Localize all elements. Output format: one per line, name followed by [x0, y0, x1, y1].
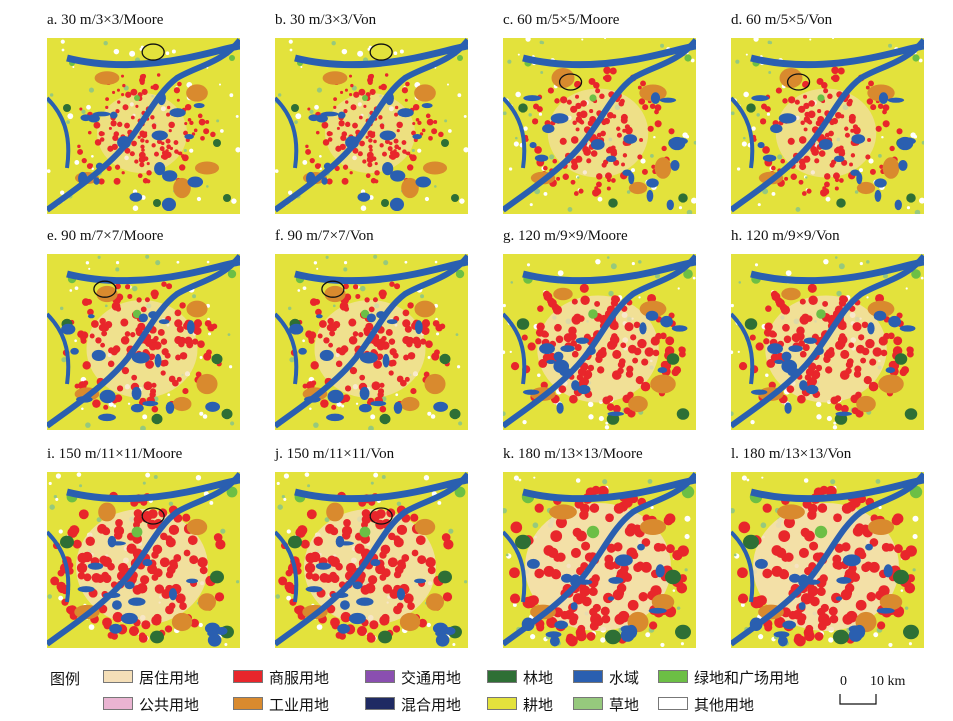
map-panel: h. 120 m/9×9/Von: [731, 228, 924, 430]
legend-label: 工业用地: [269, 696, 330, 714]
legend-label: 耕地: [523, 696, 554, 714]
land-use-map: [47, 38, 240, 214]
panel-title: l. 180 m/13×13/Von: [731, 446, 852, 462]
land-use-map: [731, 472, 924, 648]
map-panel: e. 90 m/7×7/Moore: [47, 228, 240, 430]
legend-label: 绿地和广场用地: [694, 669, 800, 687]
map-panel: g. 120 m/9×9/Moore: [503, 228, 696, 430]
land-use-map: [503, 254, 696, 430]
highlight-ellipse: [141, 43, 165, 61]
highlight-ellipse: [786, 73, 811, 91]
highlight-ellipse: [369, 507, 393, 525]
legend-swatch: [233, 697, 263, 710]
legend-label: 其他用地: [694, 696, 755, 714]
legend-swatch: [365, 670, 395, 683]
legend-swatch: [365, 697, 395, 710]
map-panel: i. 150 m/11×11/Moore: [47, 446, 240, 648]
land-use-map: [275, 472, 468, 648]
highlight-ellipse: [369, 43, 393, 61]
land-use-map: [731, 254, 924, 430]
land-use-map: [47, 472, 240, 648]
map-panel: a. 30 m/3×3/Moore: [47, 12, 240, 214]
legend-label: 林地: [523, 669, 554, 687]
map-panel: l. 180 m/13×13/Von: [731, 446, 924, 648]
legend-swatch: [487, 697, 517, 710]
highlight-ellipse: [558, 73, 583, 91]
legend-swatch: [103, 697, 133, 710]
land-use-map: [503, 472, 696, 648]
land-use-map: [275, 254, 468, 430]
panel-title: g. 120 m/9×9/Moore: [503, 228, 628, 244]
legend-label: 公共用地: [139, 696, 200, 714]
highlight-ellipse: [141, 507, 165, 525]
panel-title: e. 90 m/7×7/Moore: [47, 228, 164, 244]
legend-label: 商服用地: [269, 669, 330, 687]
legend-label: 居住用地: [139, 669, 200, 687]
panel-title: f. 90 m/7×7/Von: [275, 228, 374, 244]
land-use-map: [275, 38, 468, 214]
panel-title: a. 30 m/3×3/Moore: [47, 12, 164, 28]
land-use-map: [47, 254, 240, 430]
legend-swatch: [573, 697, 603, 710]
legend-swatch: [658, 697, 688, 710]
land-use-map: [731, 38, 924, 214]
map-panel: j. 150 m/11×11/Von: [275, 446, 468, 648]
legend-swatch: [233, 670, 263, 683]
map-panel: k. 180 m/13×13/Moore: [503, 446, 696, 648]
panel-title: c. 60 m/5×5/Moore: [503, 12, 620, 28]
scale-bar-line: [839, 694, 877, 705]
legend-swatch: [103, 670, 133, 683]
legend-swatch: [573, 670, 603, 683]
legend-label: 草地: [609, 696, 640, 714]
panel-title: i. 150 m/11×11/Moore: [47, 446, 183, 462]
scale-start-label: 0: [840, 674, 847, 689]
legend-label: 混合用地: [401, 696, 462, 714]
map-panel: c. 60 m/5×5/Moore: [503, 12, 696, 214]
panel-title: d. 60 m/5×5/Von: [731, 12, 833, 28]
land-use-map: [503, 38, 696, 214]
panel-title: h. 120 m/9×9/Von: [731, 228, 840, 244]
scale-end-label: 10 km: [870, 674, 906, 689]
map-panel: d. 60 m/5×5/Von: [731, 12, 924, 214]
panel-title: k. 180 m/13×13/Moore: [503, 446, 643, 462]
legend-label: 交通用地: [401, 669, 462, 687]
highlight-ellipse: [321, 280, 345, 298]
highlight-ellipse: [93, 280, 117, 298]
panel-title: j. 150 m/11×11/Von: [275, 446, 395, 462]
legend-label: 水域: [609, 669, 640, 687]
legend-title: 图例: [50, 670, 81, 688]
legend-swatch: [487, 670, 517, 683]
map-panel: b. 30 m/3×3/Von: [275, 12, 468, 214]
map-panel: f. 90 m/7×7/Von: [275, 228, 468, 430]
panel-title: b. 30 m/3×3/Von: [275, 12, 377, 28]
legend-swatch: [658, 670, 688, 683]
